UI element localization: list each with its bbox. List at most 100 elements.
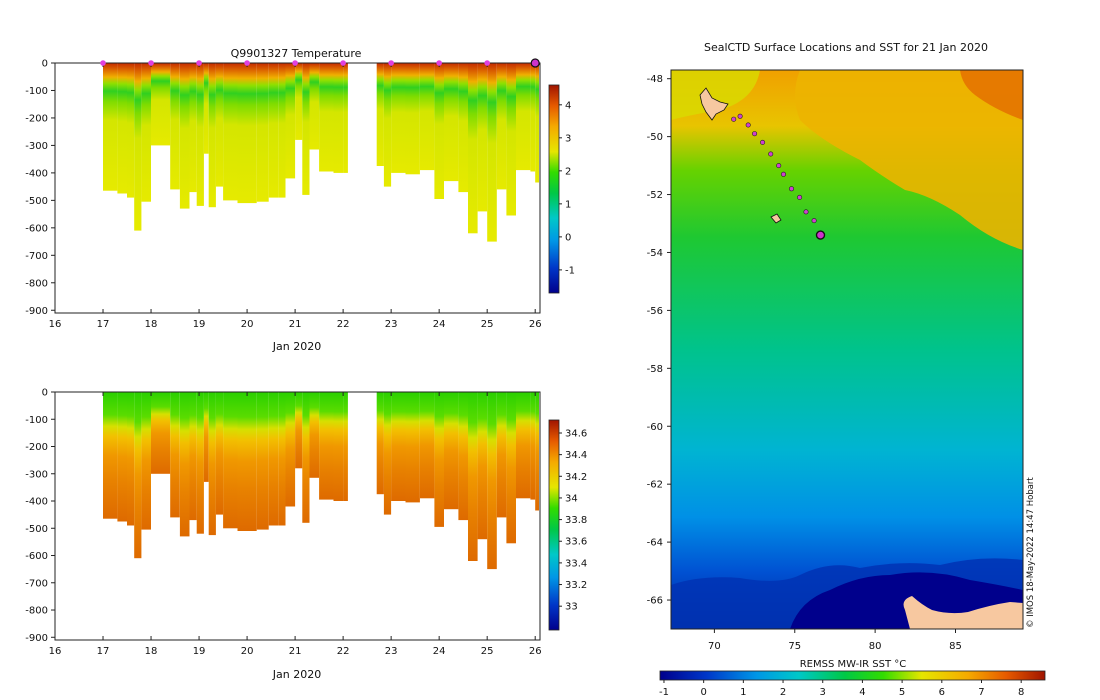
map-y-tick-label: -64 (647, 538, 663, 549)
profile-column (203, 392, 209, 482)
profile-marker (196, 60, 202, 66)
profile-column (278, 392, 286, 526)
profile-column (179, 63, 190, 209)
colorbar-tick-label: 34.2 (565, 472, 587, 483)
x-tick-label: 16 (49, 646, 62, 657)
x-tick-label: 17 (97, 646, 110, 657)
profile-column (196, 63, 204, 206)
profile-column (496, 392, 507, 518)
profile-column (141, 392, 151, 530)
y-tick-label: 0 (42, 59, 48, 70)
profile-column (256, 63, 269, 202)
y-tick-label: -100 (25, 415, 48, 426)
map-y-tick-label: -58 (647, 364, 663, 375)
temperature-xlabel: Jan 2020 (272, 340, 321, 353)
temperature-colorbar-ticks: -1 0 1 2 3 4 (559, 100, 575, 276)
profile-column (343, 392, 348, 501)
sst-colorbar-tick-label: 4 (859, 687, 865, 698)
temperature-y-axis: 0 -100 -200 -300 -400 -500 -600 -700 -800 -900 (25, 59, 55, 317)
ctd-location (745, 122, 751, 128)
profile-column (487, 63, 497, 242)
profile-column (309, 392, 320, 478)
profile-column (302, 63, 310, 195)
map-y-tick-label: -50 (647, 132, 663, 143)
y-tick-label: -200 (25, 442, 48, 453)
profile-column (444, 392, 459, 510)
colorbar-tick-label: 33.2 (565, 580, 587, 591)
y-tick-label: -200 (25, 113, 48, 124)
x-tick-label: 22 (337, 319, 350, 330)
x-tick-label: 23 (385, 646, 398, 657)
sst-map-title: SealCTD Surface Locations and SST for 21… (704, 41, 988, 54)
salinity-colorbar-ticks: 33 33.2 33.4 33.6 33.8 34 34.2 34.4 34.6 (559, 428, 587, 613)
ctd-location (811, 218, 817, 224)
map-x-tick-label: 85 (949, 641, 962, 652)
y-tick-label: -500 (25, 524, 48, 535)
y-tick-label: -900 (25, 633, 48, 644)
colorbar-tick-label: 3 (565, 133, 571, 144)
profile-marker (436, 60, 442, 66)
profile-column (391, 63, 406, 173)
ctd-location (797, 194, 803, 200)
profile-column (468, 63, 478, 234)
y-tick-label: -500 (25, 196, 48, 207)
y-tick-label: -100 (25, 86, 48, 97)
profile-marker (244, 60, 250, 66)
antarctic-land (903, 596, 1023, 629)
sst-colorbar-tick-label: 8 (1018, 687, 1024, 698)
profile-column (319, 63, 334, 172)
y-tick-label: -400 (25, 168, 48, 179)
profile-column (208, 392, 216, 536)
colorbar-tick-label: 0 (565, 232, 571, 243)
x-tick-label: 21 (289, 319, 302, 330)
y-tick-label: -300 (25, 469, 48, 480)
profile-column (117, 63, 127, 194)
profile-column (127, 392, 135, 526)
x-tick-label: 20 (241, 319, 254, 330)
y-tick-label: -600 (25, 551, 48, 562)
profile-column (420, 392, 435, 499)
profile-column (170, 63, 180, 190)
profile-column (151, 392, 171, 474)
profile-column (535, 63, 539, 183)
map-y-tick-label: -66 (647, 596, 663, 607)
profile-column (223, 392, 238, 529)
map-y-tick-label: -52 (647, 190, 663, 201)
map-x-tick-label: 80 (869, 641, 882, 652)
sst-colorbar-tick-label: 7 (978, 687, 984, 698)
y-tick-label: -800 (25, 278, 48, 289)
profile-column (223, 63, 238, 201)
temperature-profile-markers (100, 58, 540, 68)
profile-column (256, 392, 269, 530)
profile-marker (340, 60, 346, 66)
y-tick-label: -700 (25, 251, 48, 262)
profile-column (477, 392, 488, 540)
profile-column (134, 63, 142, 231)
profile-column (151, 63, 171, 146)
profile-column (376, 63, 384, 166)
profile-column (134, 392, 142, 559)
profile-column (506, 392, 516, 544)
profile-column (237, 63, 257, 204)
sst-colorbar-tick-label: 2 (780, 687, 786, 698)
sst-credit: © IMOS 18-May-2022 14:47 Hobart (1026, 477, 1036, 628)
salinity-x-axis: 16 17 18 19 20 21 22 23 24 25 26 (49, 392, 542, 657)
profile-column (215, 392, 224, 515)
x-tick-label: 18 (145, 646, 158, 657)
ctd-track (731, 113, 826, 240)
profile-column (391, 392, 406, 501)
sst-colorbar-tick-label: 1 (740, 687, 746, 698)
sst-map-panel: SealCTD Surface Locations and SST for 21… (647, 41, 1046, 698)
profile-column (196, 392, 204, 534)
temperature-x-axis: 16 17 18 19 20 21 22 23 24 25 26 (49, 63, 542, 330)
y-tick-label: -900 (25, 306, 48, 317)
profile-column (516, 392, 531, 499)
profile-column (189, 63, 197, 193)
colorbar-tick-label: 33.8 (565, 515, 587, 526)
profile-column (179, 392, 190, 537)
x-tick-label: 16 (49, 319, 62, 330)
x-tick-label: 23 (385, 319, 398, 330)
ctd-location (780, 171, 786, 177)
sst-map-y-axis: -48 -50 -52 -54 -56 -58 -60 -62 -64 -66 (647, 74, 671, 607)
